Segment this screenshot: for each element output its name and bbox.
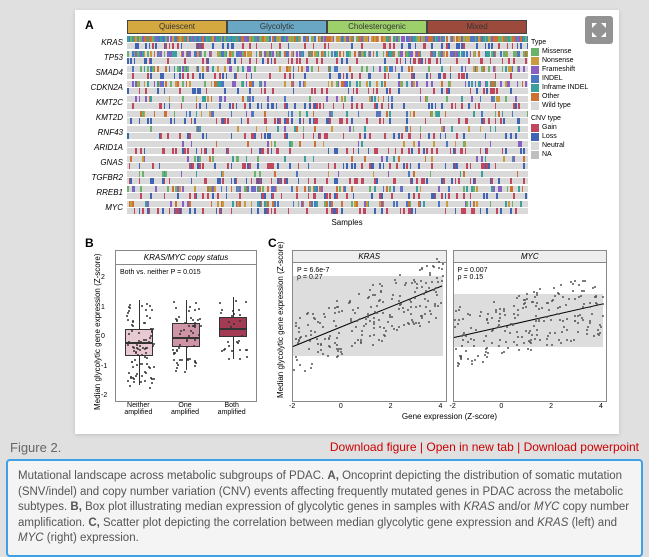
legend-item: Frameshift (531, 65, 611, 74)
oncoprint-header: Glycolytic (227, 20, 327, 34)
xtick: -2 (289, 403, 295, 410)
gene-label: MYC (83, 203, 127, 212)
boxplot-category-label: Neither amplified (115, 402, 162, 416)
gene-label: KMT2C (83, 98, 127, 107)
panel-a-label: A (85, 18, 94, 32)
gene-row: TP53 (127, 51, 527, 64)
legend-item: NA (531, 150, 611, 159)
gene-row: RNF43 (127, 126, 527, 139)
samples-axis-label: Samples (83, 218, 611, 227)
gene-label: GNAS (83, 158, 127, 167)
scatter-subplot: KRASP = 6.6e-7 ρ = 0.27-2024 (292, 250, 447, 402)
xtick: 4 (439, 403, 443, 410)
oncoprint-headers: QuiescentGlycolyticCholesterogenicMixed (127, 20, 527, 34)
figure-card: A QuiescentGlycolyticCholesterogenicMixe… (75, 10, 619, 434)
gene-row: KRAS (127, 36, 527, 49)
gene-label: KRAS (83, 38, 127, 47)
xtick: 4 (599, 403, 603, 410)
oncoprint-rows: KRAS TP53 SMAD4 CDKN2A KMT2C KMT2D RNF43 ARID1A… (127, 36, 527, 214)
oncoprint-header: Cholesterogenic (327, 20, 427, 34)
scatter-subplot: MYCP = 0.007 ρ = 0.15-2024 (453, 250, 608, 402)
figure-label-row: Figure 2. Download figure | Open in new … (10, 440, 639, 455)
panel-c-scatter: C Median glycolytic gene expression (Z-s… (266, 238, 611, 424)
xtick: 2 (389, 403, 393, 410)
boxplot-area: KRAS/MYC copy status Both vs. neither P … (115, 250, 257, 402)
panel-b-title: KRAS/MYC copy status (116, 251, 256, 265)
ytick: 1 (101, 304, 105, 311)
subplot-stats: P = 0.007 ρ = 0.15 (458, 267, 488, 281)
legend-item: Gain (531, 123, 611, 132)
legend-item: Wild type (531, 101, 611, 110)
ytick: 2 (101, 274, 105, 281)
oncoprint-legend: TypeMissenseNonsenseFrameshiftINDELInfra… (531, 34, 611, 159)
gene-row: ARID1A (127, 141, 527, 154)
legend-item: Nonsense (531, 56, 611, 65)
ytick: -1 (101, 363, 107, 370)
figure-link[interactable]: Download figure (330, 440, 417, 454)
boxplot-category-label: Both amplified (208, 402, 255, 416)
gene-row: CDKN2A (127, 81, 527, 94)
legend-item: INDEL (531, 74, 611, 83)
ytick: -2 (101, 392, 107, 399)
panel-b-annotation: Both vs. neither P = 0.015 (120, 269, 201, 276)
ytick: 0 (101, 333, 105, 340)
legend-item: Inframe INDEL (531, 83, 611, 92)
gene-row: KMT2C (127, 96, 527, 109)
figure-caption: Mutational landscape across metabolic su… (6, 459, 643, 557)
subplot-title: KRAS (293, 251, 446, 263)
legend-item: Loss (531, 132, 611, 141)
oncoprint-header: Mixed (427, 20, 527, 34)
gene-label: ARID1A (83, 143, 127, 152)
figure-links: Download figure | Open in new tab | Down… (330, 440, 639, 455)
gene-label: SMAD4 (83, 68, 127, 77)
subplot-title: MYC (454, 251, 607, 263)
panel-c-xlabel: Gene expression (Z-score) (292, 412, 607, 421)
gene-label: RNF43 (83, 128, 127, 137)
boxplot-category-label: One amplified (162, 402, 209, 416)
xtick: 2 (549, 403, 553, 410)
gene-row: GNAS (127, 156, 527, 169)
gene-label: TP53 (83, 53, 127, 62)
legend-item: Missense (531, 47, 611, 56)
panel-c-ylabel: Median glycolytic gene expression (Z-sco… (276, 241, 285, 398)
xtick: 0 (339, 403, 343, 410)
scatter-area: KRASP = 6.6e-7 ρ = 0.27-2024 MYC P = 0.007… (292, 250, 607, 400)
gene-row: MYC (127, 201, 527, 214)
gene-label: KMT2D (83, 113, 127, 122)
legend-item: Neutral (531, 141, 611, 150)
figure-link[interactable]: Open in new tab (426, 440, 513, 454)
oncoprint-header: Quiescent (127, 20, 227, 34)
xtick: -2 (450, 403, 456, 410)
figure-link[interactable]: Download powerpoint (524, 440, 639, 454)
panel-row-bc: B Median glycolytic gene expression (Z-s… (83, 238, 611, 424)
gene-row: SMAD4 (127, 66, 527, 79)
gene-row: RREB1 (127, 186, 527, 199)
boxplot-xlabels: Neither amplifiedOne amplifiedBoth ampli… (115, 402, 255, 416)
gene-label: CDKN2A (83, 83, 127, 92)
gene-label: TGFBR2 (83, 173, 127, 182)
gene-row: KMT2D (127, 111, 527, 124)
panel-b-label: B (85, 236, 94, 250)
gene-label: RREB1 (83, 188, 127, 197)
legend-item: Other (531, 92, 611, 101)
panel-b-boxplot: B Median glycolytic gene expression (Z-s… (83, 238, 258, 424)
xtick: 0 (499, 403, 503, 410)
panel-a-oncoprint: A QuiescentGlycolyticCholesterogenicMixe… (83, 20, 611, 230)
figure-number: Figure 2. (10, 440, 61, 455)
gene-row: TGFBR2 (127, 171, 527, 184)
